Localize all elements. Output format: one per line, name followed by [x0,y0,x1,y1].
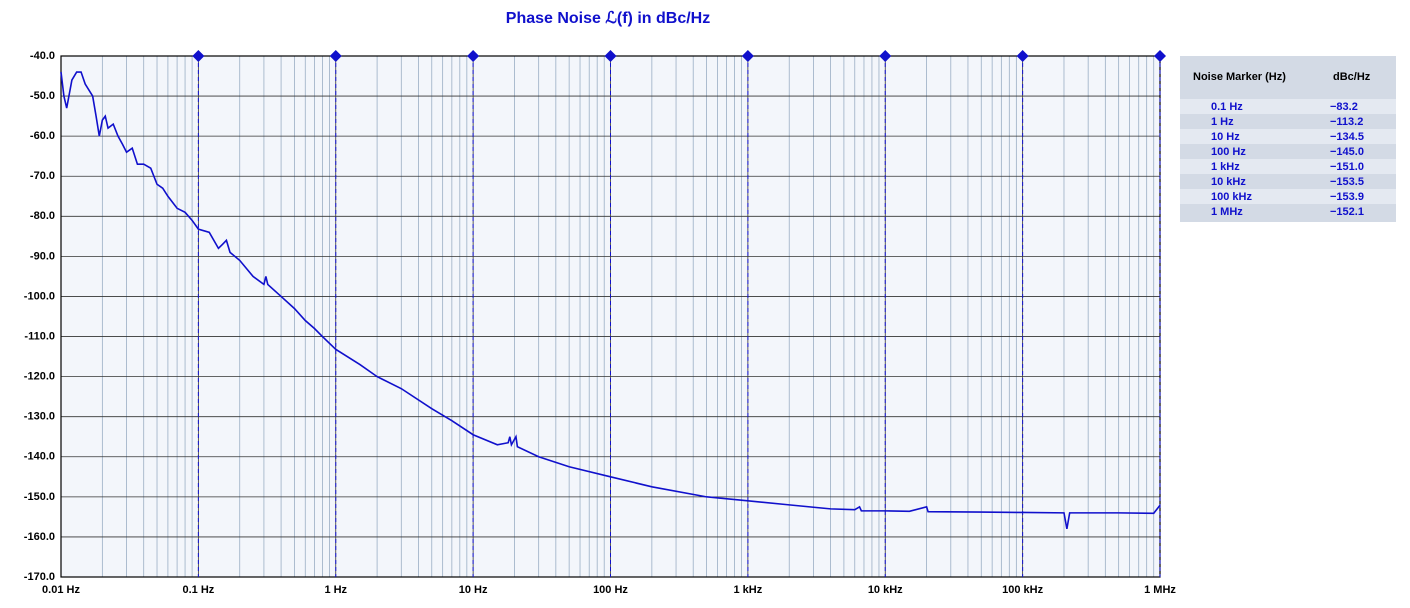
marker-diamond [1016,50,1029,62]
y-tick-label: -170.0 [24,571,55,583]
marker-diamond [329,50,342,62]
y-tick-label: -70.0 [30,170,55,182]
marker-diamond [467,50,480,62]
marker-label: 10 Hz [1211,131,1240,143]
table-row [1180,174,1396,189]
marker-label: 0.1 Hz [1211,101,1243,113]
table-row [1180,144,1396,159]
y-tick-label: -120.0 [24,371,55,383]
y-tick-label: -100.0 [24,290,55,302]
data-line [60,71,1161,530]
x-tick-label: 0.01 Hz [42,584,80,596]
marker-value: −113.2 [1330,116,1363,128]
marker-diamond [192,50,205,62]
marker-label: 100 Hz [1211,146,1246,158]
table-row [1180,99,1396,114]
marker-diamond [1154,50,1166,62]
x-tick-label: 0.1 Hz [182,584,214,596]
y-tick-label: -60.0 [30,130,55,142]
table-row [1180,114,1396,129]
marker-value: −151.0 [1330,161,1364,173]
marker-value: −83.2 [1330,101,1358,113]
x-tick-label: 1 kHz [734,584,763,596]
y-tick-label: -40.0 [30,50,55,62]
table-row [1180,204,1396,219]
x-tick-label: 100 Hz [593,584,628,596]
table-header: dBc/Hz [1333,71,1371,83]
marker-value: −153.5 [1330,176,1364,188]
marker-label: 100 kHz [1211,191,1252,203]
marker-value: −153.9 [1330,191,1364,203]
y-tick-label: -50.0 [30,90,55,102]
table-header: Noise Marker (Hz) [1193,71,1286,83]
marker-diamond [879,50,892,62]
x-tick-label: 1 MHz [1144,584,1176,596]
table-row [1180,189,1396,204]
x-tick-label: 10 Hz [459,584,488,596]
y-tick-label: -130.0 [24,411,55,423]
marker-label: 1 kHz [1211,161,1240,173]
marker-label: 1 MHz [1211,206,1243,218]
table-row [1180,129,1396,144]
marker-value: −134.5 [1330,131,1364,143]
x-tick-label: 10 kHz [868,584,903,596]
y-tick-label: -150.0 [24,491,55,503]
y-tick-label: -80.0 [30,210,55,222]
table-row [1180,159,1396,174]
y-tick-label: -160.0 [24,531,55,543]
marker-label: 10 kHz [1211,176,1246,188]
x-tick-label: 1 Hz [324,584,347,596]
marker-label: 1 Hz [1211,116,1234,128]
y-tick-label: -140.0 [24,451,55,463]
y-tick-label: -90.0 [30,250,55,262]
x-tick-label: 100 kHz [1002,584,1043,596]
chart-title: Phase Noise ℒ(f) in dBc/Hz [506,10,710,27]
marker-diamond [741,50,754,62]
marker-value: −145.0 [1330,146,1364,158]
marker-diamond [604,50,617,62]
marker-value: −152.1 [1330,206,1364,218]
y-tick-label: -110.0 [24,330,55,342]
